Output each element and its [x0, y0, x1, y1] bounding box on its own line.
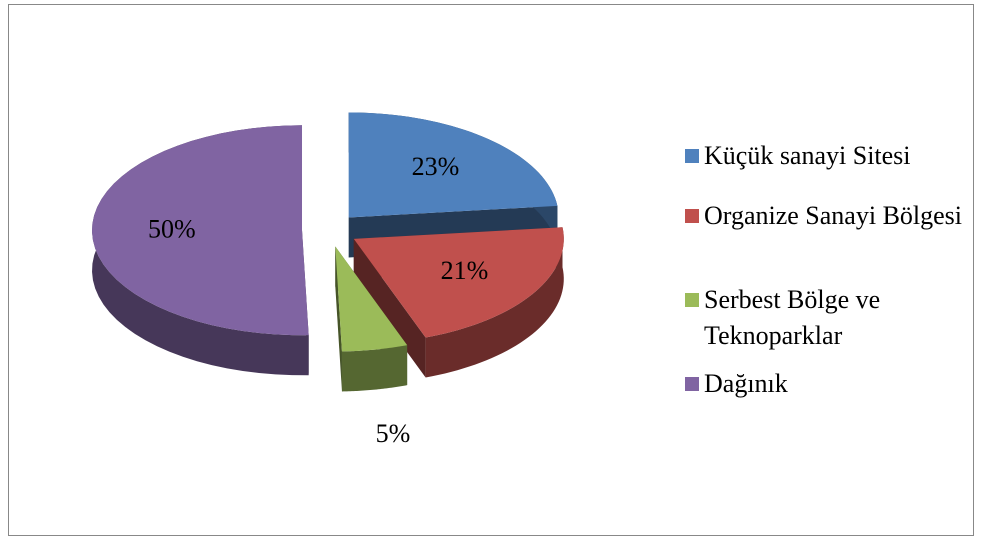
slice — [335, 246, 408, 352]
data-label: 23% — [412, 152, 460, 181]
chart-frame — [8, 4, 974, 536]
slice — [348, 112, 558, 218]
data-label: 5% — [376, 419, 411, 448]
legend-item: Organize Sanayi Bölgesi — [685, 198, 965, 234]
legend-item: Serbest Bölge ve Teknoparklar — [685, 282, 965, 354]
legend-label: Organize Sanayi Bölgesi — [704, 201, 963, 230]
slice — [353, 227, 564, 338]
legend-item: Dağınık — [685, 366, 965, 402]
legend-label: Dağınık — [704, 369, 788, 398]
slice-face — [335, 246, 342, 392]
legend-label: Serbest Bölge ve Teknoparklar — [704, 285, 881, 350]
legend-swatch — [685, 149, 699, 163]
data-label: 21% — [441, 256, 489, 285]
legend-swatch — [685, 377, 699, 391]
legend-swatch — [685, 209, 699, 223]
slice-side — [341, 345, 408, 392]
pie-labels: 23% 21% 5% 50% — [148, 152, 488, 448]
slice-side — [425, 227, 564, 378]
legend-label: Küçük sanayi Sitesi — [704, 141, 911, 170]
legend-swatch — [685, 293, 699, 307]
data-label: 50% — [148, 214, 196, 243]
slice-face — [353, 238, 426, 378]
pie-tops — [92, 112, 564, 352]
slice — [92, 125, 309, 336]
legend-item: Küçük sanayi Sitesi — [685, 138, 965, 174]
